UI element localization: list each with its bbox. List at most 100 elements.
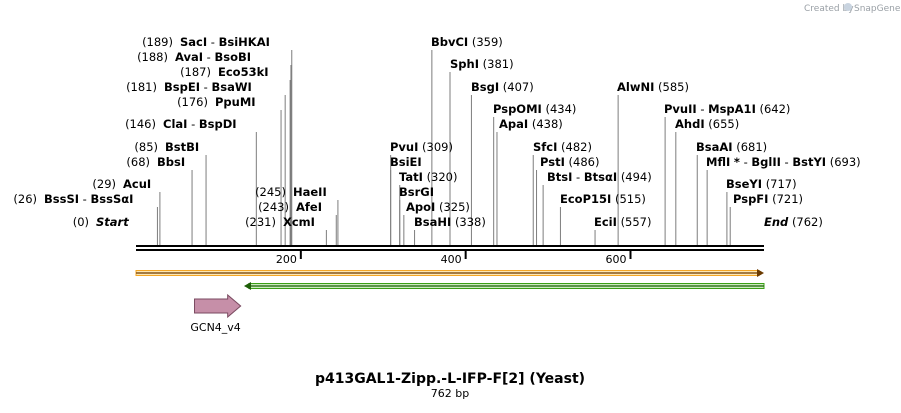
site-label-bsahi: BsaHI (338) — [414, 215, 486, 229]
enzyme-name: BseYI — [726, 177, 762, 191]
enzyme-name-2: BglII — [751, 155, 781, 169]
enzyme-name: SacI — [180, 35, 207, 49]
site-label-apai: ApaI (438) — [499, 117, 563, 131]
site-label-ppumi: PpuMI — [215, 95, 256, 109]
site-position-bspei: (181) — [126, 80, 157, 94]
site-position: (642) — [760, 102, 791, 116]
site-position: (557) — [621, 215, 652, 229]
site-label-start: Start — [96, 215, 129, 229]
site-position: (381) — [483, 57, 514, 71]
enzyme-name: TatI — [399, 170, 423, 184]
upper-strand-arrowhead — [757, 269, 764, 277]
label-separator: - — [187, 117, 198, 131]
enzyme-name: PspOMI — [493, 102, 542, 116]
enzyme-name: PvuII — [664, 102, 697, 116]
ruler-tick-label: 600 — [605, 253, 626, 266]
enzyme-name: BssSI — [44, 192, 79, 206]
site-label-bbsi: BbsI — [157, 155, 185, 169]
site-label-btsi: BtsI - BtsαI (494) — [547, 170, 652, 184]
site-position: (320) — [427, 170, 458, 184]
enzyme-name: BspEI — [164, 80, 200, 94]
enzyme-name: End — [764, 215, 789, 229]
site-position: (693) — [830, 155, 861, 169]
site-position-eco53ki: (187) — [180, 65, 211, 79]
ruler-ticks: 200 400 600 — [276, 250, 632, 266]
enzyme-name: BsrGI — [399, 185, 434, 199]
site-position: (309) — [422, 140, 453, 154]
enzyme-name: AcuI — [123, 177, 151, 191]
site-label-bsgi: BsgI (407) — [471, 80, 534, 94]
site-lines — [156, 50, 731, 245]
site-label-tati: TatI (320) — [399, 170, 458, 184]
site-position: (585) — [658, 80, 689, 94]
label-separator: - — [207, 35, 218, 49]
site-position-haeii: (245) — [255, 185, 286, 199]
methylation-star: * — [734, 155, 740, 169]
site-label-bstbi: BstBI — [165, 140, 199, 154]
label-separator: - — [740, 155, 751, 169]
enzyme-name: EcoP15I — [560, 192, 611, 206]
site-position: (494) — [621, 170, 652, 184]
enzyme-name: ApaI — [499, 117, 528, 131]
site-label-ecii: EciI (557) — [594, 215, 652, 229]
site-label-afei: AfeI — [296, 200, 322, 214]
map-title: p413GAL1-Zipp.-L-IFP-F[2] (Yeast) — [315, 371, 585, 387]
site-label-eco53ki: Eco53kI — [218, 65, 269, 79]
site-label-bbvci: BbvCI (359) — [431, 35, 503, 49]
site-position-acui: (29) — [92, 177, 116, 191]
label-separator: - — [697, 102, 708, 116]
enzyme-name: BstBI — [165, 140, 199, 154]
map-length: 762 bp — [431, 387, 469, 400]
site-position: (655) — [708, 117, 739, 131]
site-position: (721) — [772, 192, 803, 206]
enzyme-name: SfcI — [533, 140, 557, 154]
credit-text: Created by — [804, 4, 854, 14]
site-label-bsssi: BssSI - BssSαI — [44, 192, 133, 206]
site-label-apoi: ApoI (325) — [406, 200, 470, 214]
site-position-xcmi: (231) — [245, 215, 276, 229]
site-position-saci: (189) — [142, 35, 173, 49]
site-label-haeii: HaeII — [293, 185, 327, 199]
enzyme-name: XcmI — [283, 215, 315, 229]
site-label-pspomi: PspOMI (434) — [493, 102, 576, 116]
enzyme-name: MflI — [706, 155, 730, 169]
enzyme-name: BbvCI — [431, 35, 468, 49]
site-position: (338) — [455, 215, 486, 229]
feature-arrow-gcn4[interactable] — [194, 293, 242, 319]
site-label-mfli: MflI * - BglII - BstYI (693) — [706, 155, 861, 169]
strand-arrows — [135, 269, 765, 290]
enzyme-name: ClaI — [163, 117, 187, 131]
enzyme-name: Eco53kI — [218, 65, 269, 79]
enzyme-name-2: BssSαI — [91, 192, 134, 206]
site-position: (434) — [545, 102, 576, 116]
enzyme-name-2: BsoBI — [215, 50, 252, 64]
site-label-pvuii: PvuII - MspA1I (642) — [664, 102, 790, 116]
site-position-avai: (188) — [137, 50, 168, 64]
enzyme-name: EciI — [594, 215, 617, 229]
site-label-xcmi: XcmI — [283, 215, 315, 229]
label-separator: - — [79, 192, 90, 206]
enzyme-name: PspFI — [733, 192, 768, 206]
enzyme-name: AlwNI — [617, 80, 654, 94]
enzyme-name: SphI — [450, 57, 479, 71]
site-position: (762) — [792, 215, 823, 229]
site-label-saci: SacI - BsiHKAI — [180, 35, 270, 49]
enzyme-name: BsiEI — [390, 155, 422, 169]
site-labels: Start (0) End (762) BssSI - BssSαI (26) AcuI (… — [13, 35, 860, 229]
site-position-bstbi: (85) — [134, 140, 158, 154]
site-label-alwni: AlwNI (585) — [617, 80, 689, 94]
label-separator: - — [572, 170, 583, 184]
site-position: (438) — [532, 117, 563, 131]
enzyme-name-2: BspDI — [199, 117, 237, 131]
enzyme-name: BsaAI — [696, 140, 733, 154]
ruler-tick-label: 200 — [276, 253, 297, 266]
site-label-pvui: PvuI (309) — [390, 140, 453, 154]
site-position-start: (0) — [73, 215, 89, 229]
site-label-bsiei: BsiEI — [390, 155, 422, 169]
site-label-clai: ClaI - BspDI — [163, 117, 237, 131]
site-position-bbsi: (68) — [126, 155, 150, 169]
site-position-clai: (146) — [125, 117, 156, 131]
label-separator: - — [203, 50, 214, 64]
